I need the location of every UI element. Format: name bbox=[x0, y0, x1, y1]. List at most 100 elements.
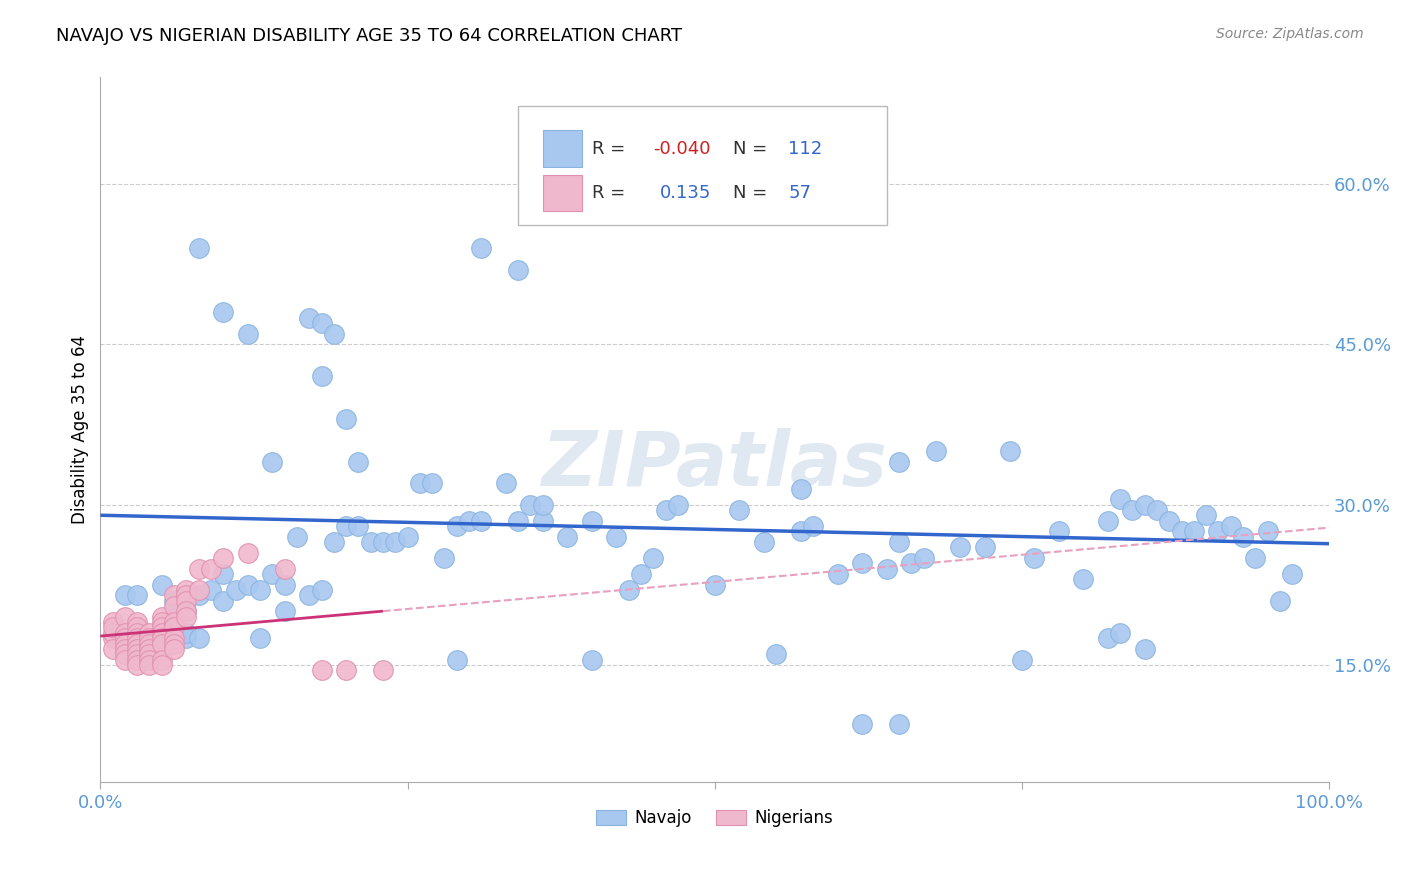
Point bbox=[347, 519, 370, 533]
Point bbox=[347, 455, 370, 469]
Point bbox=[101, 631, 124, 645]
Point bbox=[127, 625, 149, 640]
Point bbox=[150, 657, 173, 672]
Point bbox=[974, 541, 997, 555]
Point bbox=[163, 636, 186, 650]
Point bbox=[127, 631, 149, 645]
Point bbox=[555, 530, 578, 544]
Point bbox=[150, 615, 173, 629]
Point bbox=[1024, 551, 1046, 566]
Text: Source: ZipAtlas.com: Source: ZipAtlas.com bbox=[1216, 27, 1364, 41]
Point bbox=[827, 567, 849, 582]
Point bbox=[887, 716, 910, 731]
Point bbox=[114, 589, 136, 603]
Point bbox=[1109, 492, 1132, 507]
Point bbox=[176, 609, 198, 624]
Point bbox=[273, 604, 295, 618]
Point bbox=[605, 530, 627, 544]
Point bbox=[1208, 524, 1230, 539]
Point bbox=[581, 514, 603, 528]
Point bbox=[998, 444, 1021, 458]
Point bbox=[101, 641, 124, 656]
Point bbox=[703, 578, 725, 592]
Point bbox=[1109, 625, 1132, 640]
Point bbox=[212, 567, 235, 582]
Point bbox=[311, 316, 333, 330]
Point bbox=[925, 444, 948, 458]
Point bbox=[236, 326, 259, 341]
Point bbox=[176, 594, 198, 608]
Point bbox=[114, 631, 136, 645]
Point bbox=[150, 636, 173, 650]
Point bbox=[335, 519, 357, 533]
Point bbox=[138, 631, 160, 645]
Point bbox=[311, 583, 333, 598]
Point bbox=[236, 578, 259, 592]
Point bbox=[1244, 551, 1267, 566]
Point bbox=[150, 609, 173, 624]
Point bbox=[1232, 530, 1254, 544]
Text: 0.135: 0.135 bbox=[659, 184, 711, 202]
Point bbox=[127, 647, 149, 661]
Point bbox=[138, 652, 160, 666]
Text: 57: 57 bbox=[789, 184, 811, 202]
Point bbox=[114, 636, 136, 650]
Point bbox=[531, 498, 554, 512]
Point bbox=[101, 625, 124, 640]
Point bbox=[630, 567, 652, 582]
Point bbox=[187, 583, 209, 598]
Point bbox=[531, 514, 554, 528]
Point bbox=[1182, 524, 1205, 539]
Point bbox=[249, 631, 271, 645]
Point bbox=[298, 310, 321, 325]
Point bbox=[506, 514, 529, 528]
Point bbox=[127, 620, 149, 634]
Point bbox=[212, 594, 235, 608]
Point bbox=[1170, 524, 1192, 539]
Point bbox=[285, 530, 308, 544]
Point bbox=[1195, 508, 1218, 523]
Point bbox=[163, 631, 186, 645]
Point bbox=[1159, 514, 1181, 528]
Point bbox=[236, 546, 259, 560]
Point bbox=[138, 657, 160, 672]
Point bbox=[138, 647, 160, 661]
Point bbox=[1121, 503, 1143, 517]
Point bbox=[176, 583, 198, 598]
Point bbox=[1281, 567, 1303, 582]
Point bbox=[163, 620, 186, 634]
Point bbox=[1097, 631, 1119, 645]
Point bbox=[176, 625, 198, 640]
Point bbox=[1071, 573, 1094, 587]
Point bbox=[949, 541, 972, 555]
Text: N =: N = bbox=[733, 140, 773, 158]
Point bbox=[752, 535, 775, 549]
Point bbox=[1257, 524, 1279, 539]
Point bbox=[138, 641, 160, 656]
Point bbox=[200, 562, 222, 576]
Point bbox=[163, 641, 186, 656]
Point bbox=[581, 652, 603, 666]
Point bbox=[127, 589, 149, 603]
Text: -0.040: -0.040 bbox=[654, 140, 711, 158]
Point bbox=[187, 562, 209, 576]
Point bbox=[1219, 519, 1241, 533]
Text: 112: 112 bbox=[789, 140, 823, 158]
Point bbox=[298, 589, 321, 603]
Point bbox=[765, 647, 787, 661]
Point bbox=[335, 663, 357, 677]
Point bbox=[176, 589, 198, 603]
Point bbox=[127, 657, 149, 672]
Point bbox=[420, 476, 443, 491]
Point bbox=[900, 557, 922, 571]
FancyBboxPatch shape bbox=[543, 175, 582, 211]
Point bbox=[311, 663, 333, 677]
Point bbox=[458, 514, 481, 528]
Point bbox=[728, 503, 751, 517]
Point bbox=[176, 604, 198, 618]
Point bbox=[789, 524, 811, 539]
Point bbox=[150, 625, 173, 640]
Point bbox=[262, 567, 284, 582]
Point bbox=[163, 589, 186, 603]
Point bbox=[311, 369, 333, 384]
